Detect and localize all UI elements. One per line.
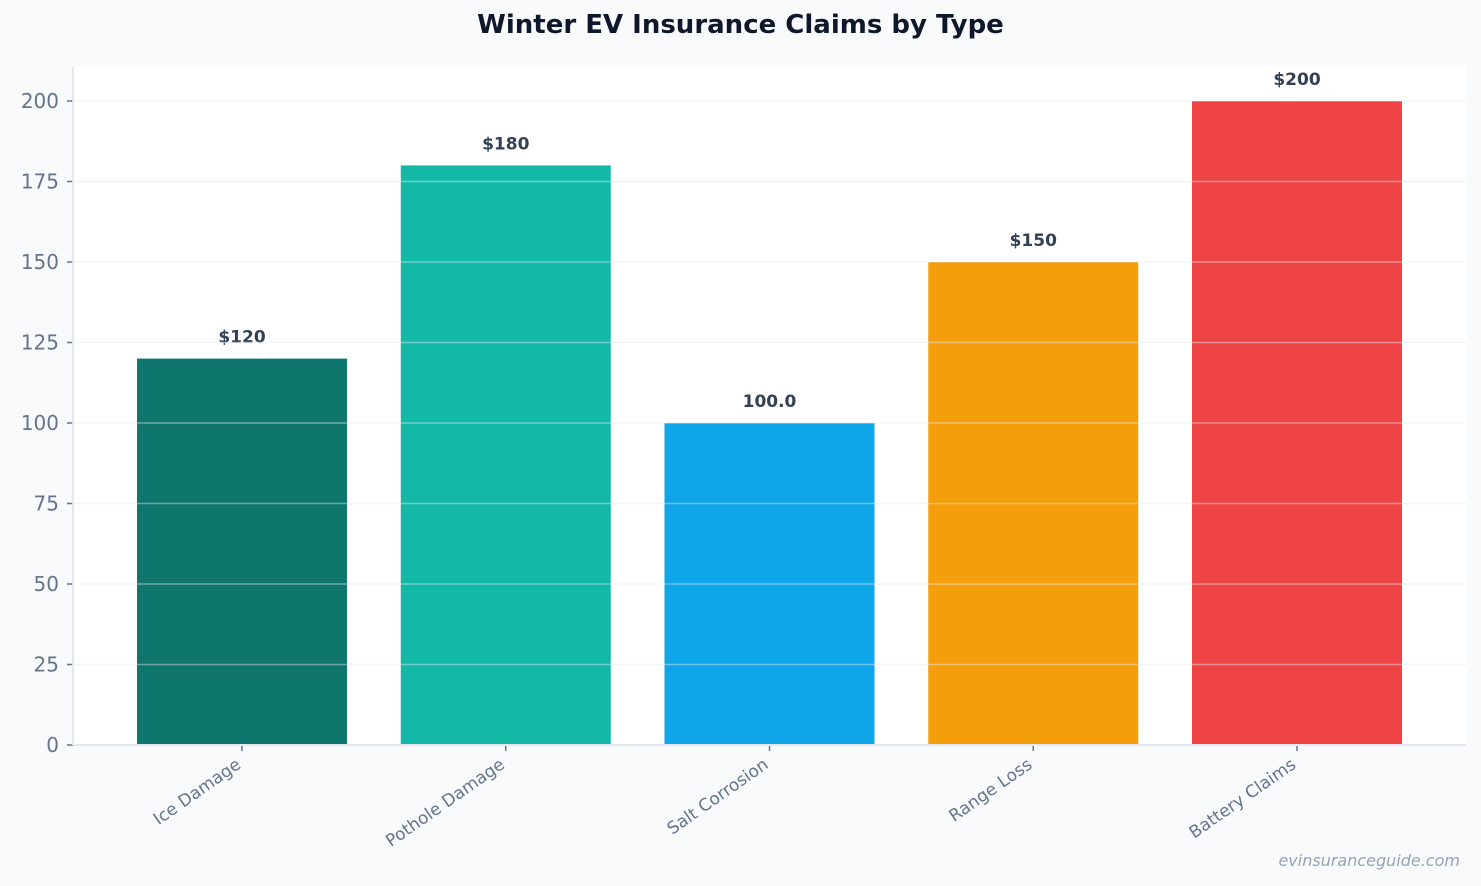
data-label: $120 xyxy=(218,328,265,348)
y-tick-label: 175 xyxy=(21,170,59,194)
bar-pothole-damage xyxy=(400,165,611,745)
y-tick-label: 25 xyxy=(34,653,59,677)
data-label: $180 xyxy=(482,134,529,154)
y-tick-label: 50 xyxy=(34,572,59,596)
x-tick-label: Battery Claims xyxy=(1186,755,1300,843)
y-tick-label: 100 xyxy=(21,411,59,435)
x-tick-label: Ice Damage xyxy=(150,755,245,830)
y-tick-label: 150 xyxy=(21,250,59,274)
x-tick-label: Pothole Damage xyxy=(382,755,508,852)
y-tick-label: 75 xyxy=(34,492,59,516)
x-tick-label: Range Loss xyxy=(946,755,1037,827)
watermark: evinsuranceguide.com xyxy=(1278,851,1460,870)
y-tick-label: 200 xyxy=(21,89,59,113)
bar-ice-damage xyxy=(137,358,347,745)
y-tick-label: 0 xyxy=(46,733,59,757)
data-label: $200 xyxy=(1273,70,1320,90)
x-tick-label: Salt Corrosion xyxy=(664,755,773,839)
bar-salt-corrosion xyxy=(664,423,875,745)
bar-battery-claims xyxy=(1192,101,1402,745)
y-tick-label: 125 xyxy=(21,331,59,355)
data-label: $150 xyxy=(1010,231,1057,251)
chart-title: Winter EV Insurance Claims by Type xyxy=(477,10,1004,40)
data-label: 100.0 xyxy=(743,392,797,412)
bar-range-loss xyxy=(928,262,1139,745)
